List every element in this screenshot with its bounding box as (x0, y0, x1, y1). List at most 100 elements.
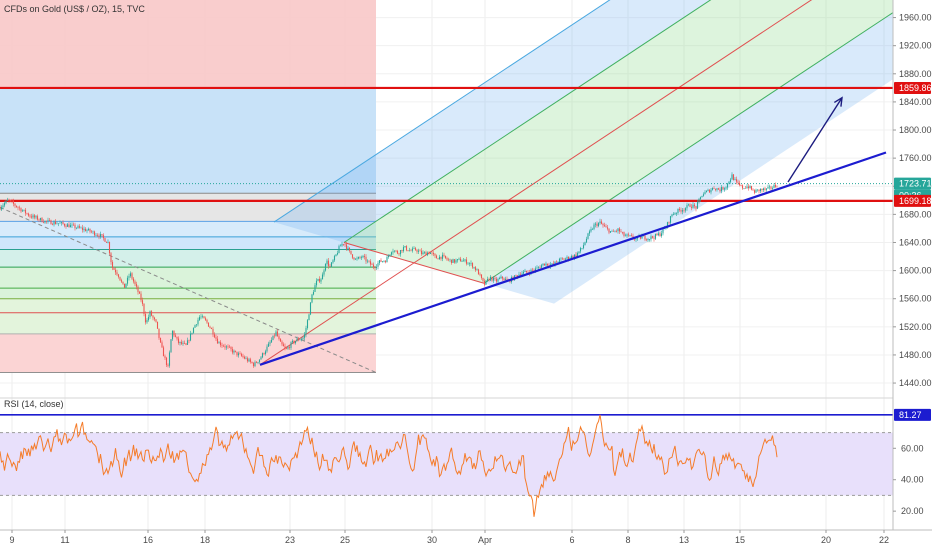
candle-body (405, 246, 408, 251)
candle-body (113, 267, 115, 270)
candle-body (711, 188, 714, 190)
candle-body (419, 250, 421, 252)
candle-body (467, 263, 469, 265)
candle-body (560, 258, 562, 260)
candle-body (729, 179, 732, 182)
candle-body (707, 189, 709, 191)
candle-body (530, 269, 532, 274)
candle-body (342, 244, 345, 245)
candle-body (174, 335, 177, 337)
candle-body (758, 189, 760, 192)
candle-body (413, 248, 415, 249)
candle-body (158, 328, 160, 338)
candle-body (291, 340, 294, 343)
candle-body (204, 318, 207, 320)
time-tick-label: 9 (9, 535, 14, 545)
candle-body (177, 338, 180, 343)
candle-body (573, 254, 576, 258)
candle-body (723, 188, 726, 190)
candle-body (554, 261, 556, 264)
candle-body (431, 252, 433, 254)
candle-body (230, 347, 232, 350)
candle-body (42, 222, 45, 223)
candle-body (428, 252, 430, 254)
candle-body (275, 331, 277, 336)
candle-body (281, 341, 283, 345)
candle-body (296, 338, 298, 342)
candle-body (306, 320, 309, 329)
candle-body (270, 339, 273, 343)
support-trendline[interactable] (259, 151, 887, 366)
candle-body (717, 188, 720, 190)
candle-body (687, 204, 690, 206)
candle-body (561, 258, 564, 260)
candle-body (645, 239, 648, 241)
projection-arrow[interactable] (787, 97, 843, 183)
candle-body (212, 328, 214, 335)
candle-body (17, 206, 19, 208)
fib-zone-red (0, 333, 376, 373)
candle-body (104, 238, 106, 242)
trend-drawings[interactable] (259, 96, 887, 366)
candle-body (330, 262, 333, 267)
candle-body (380, 260, 382, 262)
candle-body (41, 218, 43, 223)
candle-body (21, 210, 24, 212)
candle-body (593, 224, 595, 230)
candle-body (207, 322, 210, 327)
candle-body (35, 216, 37, 218)
pitchfork-drawing[interactable] (259, 0, 899, 366)
candle-body (101, 234, 103, 236)
candle-body (701, 195, 703, 198)
candle-body (704, 192, 706, 195)
candle-body (65, 225, 67, 227)
candle-body (471, 263, 474, 268)
candle-body (347, 247, 349, 249)
candle-body (260, 357, 262, 360)
candle-body (221, 345, 223, 346)
candle-body (524, 270, 526, 272)
candle-body (144, 314, 147, 323)
candle-body (317, 278, 319, 281)
candle-body (677, 208, 679, 213)
candle-body (399, 250, 402, 255)
candle-body (537, 267, 540, 268)
candle-body (629, 235, 631, 236)
fib-retracement-drawing[interactable] (0, 0, 377, 374)
candle-body (539, 267, 541, 268)
price-tick-label: 1760.00 (899, 153, 932, 163)
candle-body (179, 341, 181, 343)
candle-body (599, 221, 601, 224)
candle-body (492, 277, 495, 281)
candle-body (87, 228, 90, 231)
last-price-tag: 1723.71 (899, 179, 932, 189)
candle-body (392, 251, 394, 253)
candle-body (234, 350, 237, 352)
candle-body (132, 278, 135, 282)
candle-body (12, 201, 15, 204)
candle-body (587, 233, 589, 239)
candle-body (111, 262, 114, 268)
rsi-tick-label: 40.00 (901, 475, 924, 485)
candle-body (47, 220, 49, 222)
candle-body (68, 224, 70, 228)
candle-body (98, 235, 100, 237)
candle-body (75, 227, 78, 229)
candle-body (393, 250, 396, 252)
candle-body (693, 204, 696, 207)
candle-body (698, 199, 700, 203)
candle-body (57, 223, 60, 224)
candle-body (545, 263, 547, 266)
candle-body (201, 316, 204, 317)
candle-body (605, 226, 607, 228)
candle-body (8, 199, 10, 201)
candle-body (122, 281, 124, 284)
candle-body (84, 228, 87, 232)
projection-arrow-head[interactable] (833, 96, 843, 107)
candle-body (333, 256, 336, 261)
rsi-pane (0, 397, 932, 517)
candle-body (588, 231, 591, 234)
time-tick-label: 13 (679, 535, 689, 545)
candle-body (540, 265, 543, 268)
price-tick-label: 1440.00 (899, 378, 932, 388)
